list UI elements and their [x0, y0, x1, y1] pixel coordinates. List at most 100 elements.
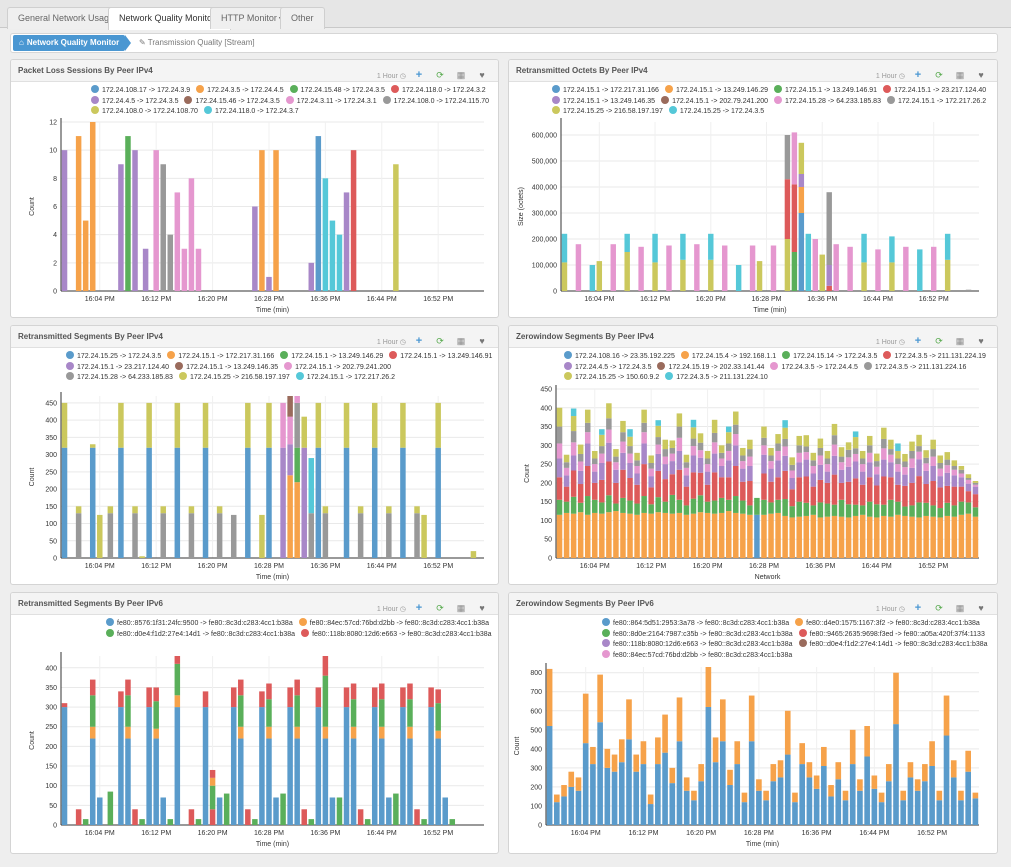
- bar[interactable]: [132, 809, 138, 825]
- bar[interactable]: [741, 802, 748, 825]
- bar[interactable]: [909, 441, 915, 451]
- bar[interactable]: [842, 790, 849, 801]
- bar[interactable]: [777, 760, 784, 778]
- bar[interactable]: [132, 150, 138, 291]
- bar[interactable]: [972, 792, 979, 799]
- bar[interactable]: [142, 248, 149, 291]
- bar[interactable]: [930, 439, 936, 450]
- bar[interactable]: [202, 402, 209, 448]
- bar[interactable]: [606, 429, 612, 443]
- bar[interactable]: [725, 477, 732, 500]
- bar[interactable]: [641, 432, 647, 444]
- table-icon[interactable]: ▦: [456, 336, 466, 346]
- bar[interactable]: [733, 434, 739, 446]
- bar[interactable]: [294, 402, 300, 448]
- bar[interactable]: [230, 687, 237, 708]
- bar[interactable]: [782, 499, 788, 516]
- bar[interactable]: [627, 478, 633, 501]
- bar[interactable]: [556, 443, 563, 459]
- bar[interactable]: [821, 746, 827, 766]
- bar[interactable]: [734, 764, 741, 825]
- bar[interactable]: [563, 454, 570, 463]
- bar[interactable]: [697, 442, 704, 451]
- bar[interactable]: [597, 674, 603, 723]
- bar[interactable]: [280, 402, 286, 448]
- bar[interactable]: [881, 438, 887, 449]
- legend-item[interactable]: 172.24.15.25 -> 216.58.197.197: [552, 106, 663, 118]
- bar[interactable]: [393, 793, 399, 825]
- bar[interactable]: [322, 656, 329, 676]
- legend-item[interactable]: 172.24.15.1 -> 13.249.146.29: [664, 85, 768, 97]
- bar[interactable]: [690, 472, 697, 499]
- bar[interactable]: [792, 792, 798, 803]
- bar[interactable]: [817, 438, 824, 448]
- bar[interactable]: [634, 473, 640, 485]
- bar[interactable]: [826, 192, 832, 265]
- bar[interactable]: [386, 797, 392, 825]
- bar[interactable]: [826, 285, 832, 291]
- bar[interactable]: [923, 463, 929, 471]
- bar[interactable]: [944, 459, 951, 466]
- bar[interactable]: [796, 452, 802, 463]
- bar[interactable]: [789, 517, 795, 558]
- bar[interactable]: [791, 252, 798, 291]
- bar[interactable]: [798, 187, 805, 213]
- bar[interactable]: [902, 485, 908, 507]
- bar[interactable]: [874, 466, 880, 475]
- bar[interactable]: [89, 738, 96, 825]
- bar[interactable]: [791, 184, 798, 252]
- bar[interactable]: [782, 515, 788, 558]
- bar[interactable]: [859, 514, 866, 558]
- bar[interactable]: [252, 819, 258, 825]
- bar[interactable]: [273, 797, 279, 825]
- bar[interactable]: [350, 738, 357, 825]
- bar[interactable]: [174, 656, 181, 664]
- bar[interactable]: [245, 809, 251, 825]
- bar[interactable]: [584, 496, 591, 515]
- bar[interactable]: [866, 501, 873, 517]
- bar[interactable]: [888, 449, 894, 455]
- bar[interactable]: [775, 434, 781, 444]
- bar[interactable]: [125, 136, 131, 291]
- bar[interactable]: [125, 726, 131, 739]
- bar[interactable]: [655, 444, 661, 454]
- bar[interactable]: [202, 691, 209, 708]
- bar[interactable]: [902, 474, 908, 486]
- bar[interactable]: [599, 429, 605, 435]
- bar[interactable]: [784, 710, 791, 755]
- bar[interactable]: [831, 444, 838, 456]
- bar[interactable]: [266, 699, 272, 727]
- bar[interactable]: [852, 453, 859, 462]
- bar[interactable]: [648, 468, 654, 477]
- bar[interactable]: [266, 402, 272, 448]
- bar[interactable]: [831, 455, 838, 475]
- bar[interactable]: [951, 469, 958, 476]
- bar[interactable]: [627, 513, 633, 558]
- bar[interactable]: [852, 478, 859, 505]
- bar[interactable]: [747, 439, 753, 450]
- bar[interactable]: [414, 513, 420, 558]
- bar[interactable]: [761, 426, 767, 438]
- bar[interactable]: [662, 479, 669, 502]
- bar[interactable]: [881, 504, 887, 516]
- bar[interactable]: [782, 470, 788, 500]
- bar[interactable]: [965, 474, 972, 479]
- bar[interactable]: [718, 477, 725, 498]
- bar[interactable]: [965, 491, 972, 503]
- bar[interactable]: [916, 451, 922, 460]
- legend-item[interactable]: 172.24.108.0 -> 172.24.108.70: [91, 106, 198, 118]
- bar[interactable]: [641, 496, 647, 513]
- bar[interactable]: [570, 416, 577, 432]
- bar[interactable]: [669, 767, 676, 784]
- legend-item[interactable]: fe80::118b:8080:12d6:e663 -> fe80::8c3d:…: [301, 628, 492, 641]
- bar[interactable]: [669, 440, 676, 448]
- bar[interactable]: [888, 439, 894, 450]
- bar[interactable]: [907, 762, 914, 778]
- bar[interactable]: [852, 448, 859, 454]
- bar[interactable]: [937, 476, 943, 488]
- bar[interactable]: [930, 516, 936, 558]
- bar[interactable]: [895, 514, 901, 558]
- bar[interactable]: [889, 262, 895, 291]
- bar[interactable]: [768, 502, 774, 514]
- bar[interactable]: [435, 703, 441, 731]
